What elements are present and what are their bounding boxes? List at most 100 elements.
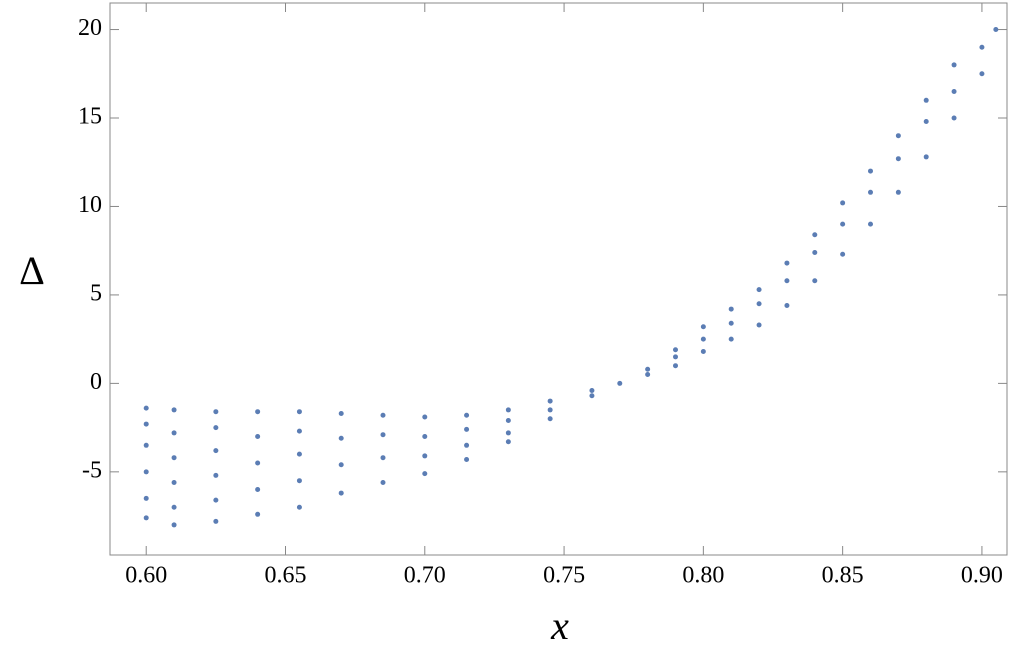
point (756, 322, 762, 328)
x-tick-label: 0.80 (682, 563, 724, 589)
point (464, 426, 470, 432)
point (700, 324, 706, 330)
point (143, 469, 149, 475)
point (338, 462, 344, 468)
point (143, 405, 149, 411)
point (756, 287, 762, 293)
point (840, 221, 846, 227)
point (840, 200, 846, 206)
point (213, 425, 219, 431)
point (380, 479, 386, 485)
y-tick-label: 5 (90, 280, 102, 306)
point (812, 232, 818, 238)
point (296, 428, 302, 434)
plot-frame (109, 2, 1008, 556)
point (213, 518, 219, 524)
x-tick-label: 0.90 (961, 563, 1003, 589)
point (868, 189, 873, 195)
point (547, 407, 553, 413)
point (812, 249, 818, 255)
point (923, 119, 929, 125)
y-tick-label: 15 (78, 104, 102, 130)
point (645, 366, 651, 372)
point (673, 354, 678, 360)
point (547, 416, 553, 422)
point (728, 306, 734, 312)
point (296, 451, 302, 457)
point (380, 432, 386, 438)
point (464, 442, 470, 448)
point (422, 414, 428, 420)
y-tick-label: -5 (82, 457, 102, 483)
point (255, 460, 261, 466)
point (171, 522, 177, 528)
point (673, 347, 678, 353)
y-axis-label: Δ (19, 248, 45, 293)
point (505, 439, 511, 445)
point (895, 156, 901, 162)
point (868, 168, 873, 174)
point (338, 435, 344, 441)
point (171, 455, 177, 461)
x-tick-label: 0.65 (265, 563, 307, 589)
point (213, 472, 219, 478)
point (171, 407, 177, 413)
point (951, 115, 957, 121)
point (505, 418, 511, 424)
point (951, 88, 957, 94)
point (700, 349, 706, 355)
point (645, 372, 651, 378)
point (979, 44, 985, 50)
point (296, 504, 302, 510)
point (784, 278, 790, 284)
point (589, 393, 595, 399)
y-tick-label: 10 (78, 192, 102, 218)
point (895, 189, 901, 195)
point (812, 278, 818, 284)
point (171, 479, 177, 485)
point (380, 455, 386, 461)
point (255, 511, 261, 517)
point (923, 97, 929, 103)
point (617, 380, 623, 386)
point (255, 409, 261, 415)
point (338, 410, 344, 416)
x-tick-label: 0.60 (125, 563, 167, 589)
point (213, 409, 219, 415)
point (756, 301, 762, 307)
point (895, 133, 901, 139)
point (255, 487, 261, 493)
x-tick-label: 0.75 (543, 563, 585, 589)
point (464, 456, 470, 462)
point (868, 221, 873, 227)
point (728, 336, 734, 342)
point (840, 251, 846, 257)
point (171, 504, 177, 510)
x-tick-label: 0.70 (404, 563, 446, 589)
point (464, 412, 470, 418)
point (505, 430, 511, 436)
point (923, 154, 929, 160)
point (255, 433, 261, 439)
point (784, 260, 790, 266)
point (993, 27, 999, 33)
point (143, 515, 149, 521)
point (673, 363, 678, 369)
point (143, 421, 149, 427)
point (380, 412, 386, 418)
point (951, 62, 957, 68)
point (422, 453, 428, 459)
point (422, 471, 428, 477)
point (296, 478, 302, 484)
y-tick-label: 0 (90, 369, 102, 395)
point (143, 495, 149, 501)
point (700, 336, 706, 342)
point (296, 409, 302, 415)
x-axis-label: x (550, 603, 569, 648)
point (422, 433, 428, 439)
point (728, 320, 734, 326)
point (213, 497, 219, 503)
point (589, 387, 595, 393)
point (979, 71, 985, 77)
point (505, 407, 511, 413)
